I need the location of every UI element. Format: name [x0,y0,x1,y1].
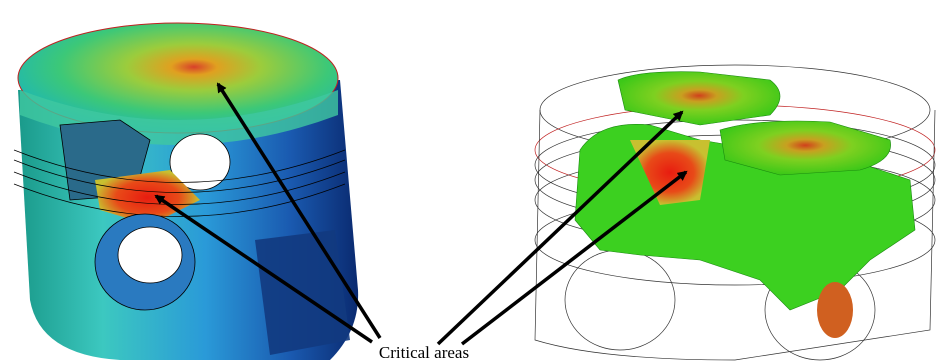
right-piston [535,65,935,360]
crown-blob-1 [618,72,780,125]
page: Critical areas (() => { const data = JSO… [0,0,947,362]
arrow-zone-right [462,172,686,344]
figure: Critical areas [0,0,947,362]
annotation-label: Critical areas [379,343,469,362]
skirt-shade [255,230,350,355]
wire-pin-left [565,250,675,350]
pin-hotspot [817,282,853,338]
pin-hole [118,227,182,283]
left-piston [14,23,358,360]
